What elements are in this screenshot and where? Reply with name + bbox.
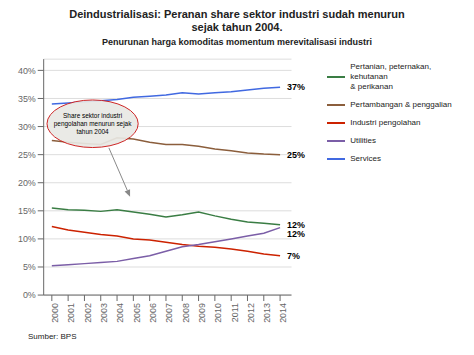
svg-text:2010: 2010 — [213, 303, 223, 323]
svg-text:2014: 2014 — [278, 303, 288, 323]
svg-text:25%: 25% — [18, 150, 36, 160]
html-text:sejak tahun 2004.: sejak tahun 2004. — [191, 21, 283, 33]
svg-text:2001: 2001 — [66, 303, 76, 323]
html-text:Pertanian, peternakan, kehutan: Pertanian, peternakan, kehutanan & perik… — [350, 62, 432, 91]
html-text:Deindustrialisasi: Peranan sha: Deindustrialisasi: Peranan share sektor … — [69, 8, 405, 20]
svg-text:40%: 40% — [18, 66, 36, 76]
svg-text:2013: 2013 — [262, 303, 272, 323]
svg-text:25%: 25% — [287, 150, 305, 160]
svg-text:2007: 2007 — [164, 303, 174, 323]
svg-text:35%: 35% — [18, 94, 36, 104]
svg-text:37%: 37% — [287, 82, 305, 92]
svg-text:2011: 2011 — [230, 303, 240, 322]
svg-text:2008: 2008 — [181, 303, 191, 323]
svg-text:2003: 2003 — [99, 303, 109, 323]
svg-text:15%: 15% — [18, 206, 36, 216]
html-text:Pertambangan & penggalian: Pertambangan & penggalian — [350, 100, 452, 109]
html-text:Penurunan harga komoditas mome: Penurunan harga komoditas momentum merev… — [102, 37, 372, 47]
svg-text:2004: 2004 — [115, 303, 125, 323]
svg-text:10%: 10% — [18, 234, 36, 244]
svg-text:2002: 2002 — [83, 303, 93, 323]
html-text:Sumber: BPS: Sumber: BPS — [28, 332, 77, 341]
svg-text:30%: 30% — [18, 122, 36, 132]
svg-text:2000: 2000 — [50, 303, 60, 323]
svg-text:0%: 0% — [23, 290, 36, 300]
svg-text:2005: 2005 — [132, 303, 142, 323]
svg-text:2006: 2006 — [148, 303, 158, 323]
svg-text:7%: 7% — [287, 251, 300, 261]
svg-text:tahun 2004: tahun 2004 — [76, 128, 109, 135]
html-text:Services: Services — [350, 154, 381, 163]
svg-text:5%: 5% — [23, 262, 36, 272]
svg-text:20%: 20% — [18, 178, 36, 188]
html-text:Industri pengolahan: Industri pengolahan — [350, 118, 421, 127]
svg-text:2009: 2009 — [197, 303, 207, 323]
svg-text:12%: 12% — [287, 219, 305, 230]
svg-text:Share sektor industri: Share sektor industri — [63, 112, 122, 119]
svg-text:12%: 12% — [287, 229, 305, 239]
svg-text:pengolahan menurun sejak: pengolahan menurun sejak — [54, 120, 132, 128]
html-text:Utilities: Utilities — [350, 136, 376, 145]
svg-text:2012: 2012 — [246, 303, 256, 323]
